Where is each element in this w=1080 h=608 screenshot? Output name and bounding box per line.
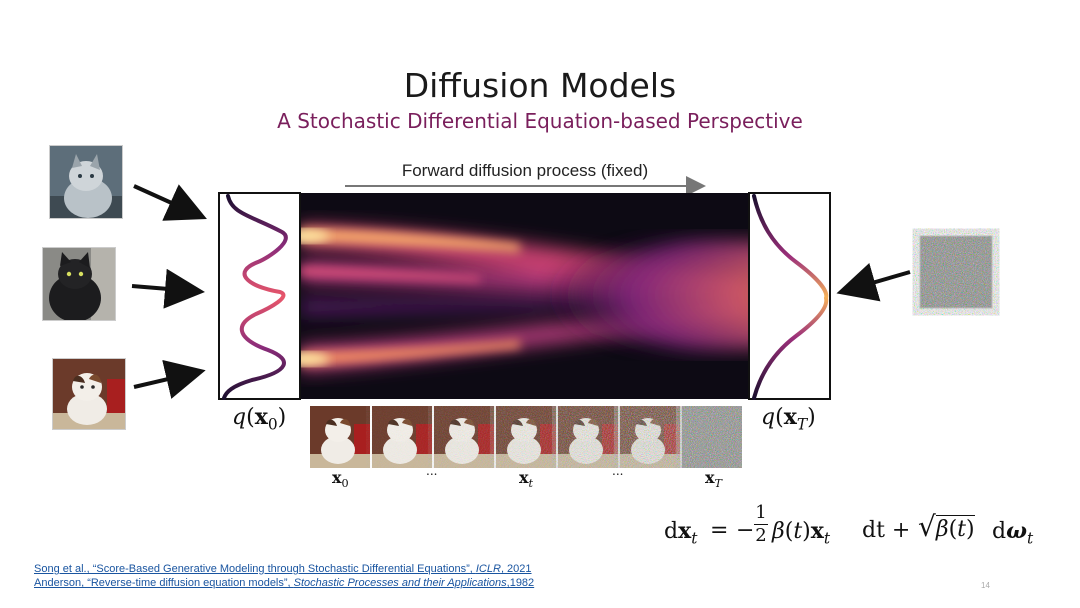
input-arrow-2 xyxy=(131,268,205,309)
noise-arrow xyxy=(836,262,911,302)
cat-image-calico xyxy=(52,358,126,430)
strip-frame-1 xyxy=(310,406,370,468)
slide-subtitle: A Stochastic Differential Equation-based… xyxy=(277,109,803,133)
strip-label-xT: xT xyxy=(705,468,723,491)
q0-label: q(x0) xyxy=(232,404,287,434)
strip-frame-7 xyxy=(682,406,742,468)
slide-title: Diffusion Models xyxy=(403,66,677,105)
cat-image-black xyxy=(42,247,116,321)
strip-frame-3 xyxy=(434,406,494,468)
references: Song et al., “Score-Based Generative Mod… xyxy=(34,562,534,590)
eq-fraction: 1 2 xyxy=(754,502,768,546)
strip-frame-6 xyxy=(620,406,680,468)
q0-density-curve xyxy=(222,194,288,400)
density-heatmap xyxy=(300,193,749,399)
cat-image-grey xyxy=(49,145,123,219)
strip-label-x0: x0 xyxy=(332,468,349,491)
qT-density-panel xyxy=(748,192,831,400)
eq-sqrt: √β(t) xyxy=(918,510,975,543)
reference-anderson-1982[interactable]: Anderson, “Reverse-time diffusion equati… xyxy=(34,577,535,589)
strip-label-dots-1: ... xyxy=(426,464,438,478)
q0-density-panel xyxy=(218,192,301,400)
noise-image xyxy=(919,235,993,309)
strip-frame-2 xyxy=(372,406,432,468)
qT-density-curve xyxy=(752,194,829,400)
input-arrow-3 xyxy=(133,359,206,399)
qT-label: q(xT) xyxy=(761,404,816,434)
input-arrow-1 xyxy=(133,184,207,221)
strip-label-xt: xt xyxy=(519,468,534,491)
strip-label-dots-2: ... xyxy=(612,464,624,478)
strip-frame-4 xyxy=(496,406,556,468)
diffusion-strip xyxy=(310,406,742,468)
reference-song-2021[interactable]: Song et al., “Score-Based Generative Mod… xyxy=(34,563,532,575)
forward-process-label: Forward diffusion process (fixed) xyxy=(401,161,649,180)
strip-frame-5 xyxy=(558,406,618,468)
sde-equation: dxt = − 1 2 β(t)xt dt + √β(t) dωt xyxy=(664,502,1034,548)
page-number: 14 xyxy=(981,581,990,590)
